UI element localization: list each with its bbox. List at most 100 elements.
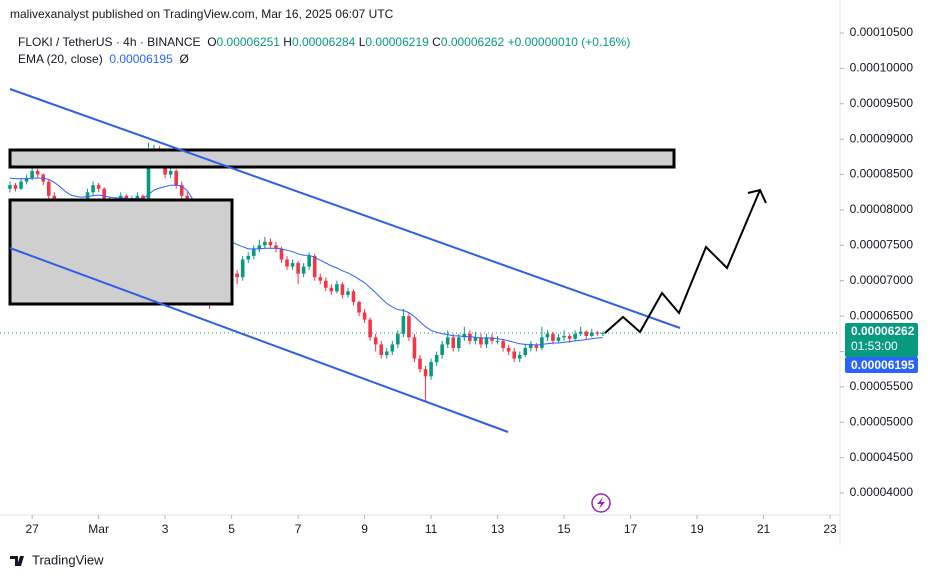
candle-body xyxy=(340,284,345,295)
candle-body xyxy=(573,333,577,339)
candle-body xyxy=(589,332,594,336)
candle-body xyxy=(240,259,245,278)
candle-body xyxy=(456,337,461,348)
candle-body xyxy=(179,185,184,196)
candle-body xyxy=(91,185,95,193)
channel-upper xyxy=(9,88,681,329)
h-key: H xyxy=(283,35,292,49)
candle-body xyxy=(423,369,428,377)
candle-body xyxy=(562,335,566,338)
candle-body xyxy=(141,195,145,200)
candle-body xyxy=(390,344,395,352)
candle-body xyxy=(429,362,433,377)
candle-body xyxy=(490,337,494,341)
candle-body xyxy=(318,277,323,281)
projection-path xyxy=(604,189,761,334)
y-tick-label: 0.00010500 xyxy=(850,25,914,39)
candle-body xyxy=(268,241,273,246)
candle-body xyxy=(434,355,439,363)
legend-ema: EMA (20, close) 0.00006195 Ø xyxy=(18,52,189,66)
candle-body xyxy=(556,337,561,341)
o-value: 0.00006251 xyxy=(216,35,280,49)
candle-body xyxy=(373,337,378,345)
candle-body xyxy=(451,337,456,348)
last-price-label: 0.00006262 xyxy=(851,324,915,338)
x-tick-label: 17 xyxy=(624,522,638,536)
last-price-tag xyxy=(845,322,918,357)
x-tick-label: 21 xyxy=(757,522,771,536)
c-key: C xyxy=(432,35,441,49)
y-tick-label: 0.00008000 xyxy=(850,202,914,216)
candle-body xyxy=(24,178,29,182)
candle-body xyxy=(46,181,51,196)
x-tick-label: 23 xyxy=(823,522,837,536)
candle-body xyxy=(440,344,444,356)
candle-body xyxy=(401,316,406,334)
candle-body xyxy=(312,255,317,278)
l-value: 0.00006219 xyxy=(365,35,429,49)
candle-body xyxy=(174,171,179,186)
candle-body xyxy=(19,181,23,189)
candle-body xyxy=(168,171,173,175)
candle-body xyxy=(362,312,367,320)
candle-body xyxy=(495,340,500,342)
candle-body xyxy=(479,337,483,345)
candle-body xyxy=(85,192,90,203)
candle-body xyxy=(357,301,361,313)
event-icon[interactable] xyxy=(591,493,611,513)
y-tick-label: 0.00009000 xyxy=(850,131,914,145)
x-tick-label: 13 xyxy=(491,522,505,536)
channel-lower xyxy=(9,247,509,433)
ema-symbol: Ø xyxy=(179,52,189,66)
candle-body xyxy=(335,284,339,292)
candle-body xyxy=(595,332,600,334)
candle-body xyxy=(445,337,450,345)
header: malivexanalyst published on TradingView.… xyxy=(10,7,394,21)
candle-body xyxy=(290,263,295,267)
footer-brand: TradingView xyxy=(32,552,104,567)
x-tick-label: 15 xyxy=(557,522,571,536)
candle-body xyxy=(418,358,422,370)
candle-body xyxy=(368,319,372,338)
y-tick-label: 0.00004500 xyxy=(850,450,914,464)
x-tick-label: 9 xyxy=(361,522,368,536)
candle-body xyxy=(473,337,478,341)
ema-tag-label: 0.00006195 xyxy=(851,358,915,372)
footer-logo xyxy=(10,556,24,566)
candle-body xyxy=(501,340,505,348)
h-value: 0.00006284 xyxy=(291,35,356,49)
drawings xyxy=(8,88,767,513)
candle-body xyxy=(346,291,350,295)
l-key: L xyxy=(358,35,366,49)
x-tick-label: 3 xyxy=(162,522,169,536)
y-tick-label: 0.00005500 xyxy=(850,379,914,393)
candle-body xyxy=(13,185,18,189)
candle-body xyxy=(296,263,300,274)
y-tick-label: 0.00009500 xyxy=(850,96,914,110)
candle-body xyxy=(412,337,417,359)
projection-arrowhead xyxy=(747,188,767,204)
ema-label: EMA (20, close) xyxy=(18,52,103,66)
x-tick-label: Mar xyxy=(88,522,109,536)
candle-body xyxy=(96,185,101,189)
candle-body xyxy=(512,351,516,359)
y-tick-label: 0.00008500 xyxy=(850,167,914,181)
o-key: O xyxy=(207,35,217,49)
x-tick-label: 5 xyxy=(228,522,235,536)
candle-body xyxy=(567,335,572,339)
candle-body xyxy=(30,171,34,179)
y-tick-label: 0.00004000 xyxy=(850,485,914,499)
y-tick-label: 0.00006500 xyxy=(850,308,914,322)
y-tick-label: 0.00007500 xyxy=(850,237,914,251)
candle-body xyxy=(257,245,262,249)
y-tick-label: 0.00007000 xyxy=(850,273,914,287)
candle-body xyxy=(396,333,400,345)
candle-body xyxy=(301,266,306,274)
candle-body xyxy=(146,153,151,200)
candle-body xyxy=(351,291,356,302)
candle-body xyxy=(534,344,539,348)
countdown: 01:53:00 xyxy=(851,339,898,353)
candle-body xyxy=(484,337,489,345)
candle-body xyxy=(135,195,140,200)
candle-body xyxy=(263,241,267,246)
